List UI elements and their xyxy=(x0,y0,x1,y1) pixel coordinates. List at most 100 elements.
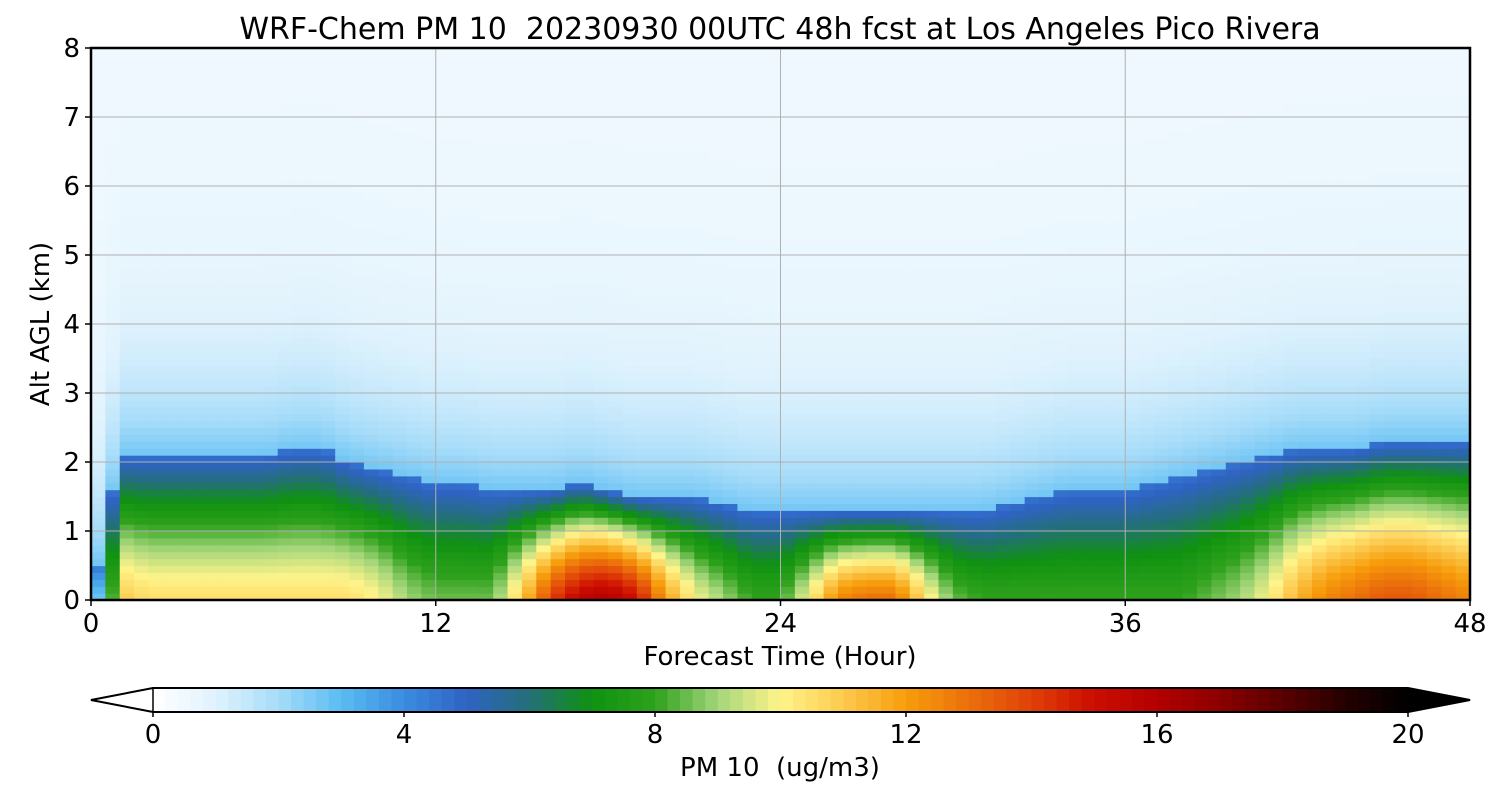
heat-cell xyxy=(478,179,494,187)
heat-cell xyxy=(852,186,868,194)
heat-cell xyxy=(651,282,667,291)
heat-cell xyxy=(565,213,580,222)
heat-cell xyxy=(938,413,954,422)
heat-cell xyxy=(593,413,609,422)
heat-cell xyxy=(119,282,135,291)
heat-cell xyxy=(521,324,537,332)
heat-cell xyxy=(191,268,207,277)
heat-cell xyxy=(608,310,624,318)
heat-cell xyxy=(622,537,638,546)
heat-cell xyxy=(579,358,595,366)
heat-cell xyxy=(220,434,236,442)
heat-cell xyxy=(220,482,236,491)
heat-cell xyxy=(507,317,523,325)
heat-cell xyxy=(679,206,695,215)
heat-cell xyxy=(91,406,106,415)
heat-cell xyxy=(277,586,293,594)
heat-cell xyxy=(550,158,566,166)
heat-cell xyxy=(435,275,451,284)
heat-cell xyxy=(378,123,394,132)
heat-cell xyxy=(780,206,796,215)
heat-cell xyxy=(263,586,279,594)
heat-cell xyxy=(565,482,580,491)
heat-cell xyxy=(91,123,106,132)
heat-cell xyxy=(464,144,480,153)
heat-cell xyxy=(708,241,724,249)
heat-cell xyxy=(249,475,264,484)
heat-cell xyxy=(780,248,796,256)
heat-cell xyxy=(708,248,724,256)
heat-cell xyxy=(565,234,580,242)
heat-cell xyxy=(234,351,250,360)
chart-title: WRF-Chem PM 10 20230930 00UTC 48h fcst a… xyxy=(239,12,1320,47)
heat-cell xyxy=(105,61,121,70)
heat-cell xyxy=(866,365,882,373)
heat-cell xyxy=(881,406,897,415)
heat-cell xyxy=(881,489,897,498)
heat-cell xyxy=(450,496,466,504)
heat-cell xyxy=(895,468,911,477)
heat-cell xyxy=(737,289,753,297)
heat-cell xyxy=(148,482,164,491)
heat-cell xyxy=(450,220,466,228)
heat-cell xyxy=(263,296,279,304)
heat-cell xyxy=(249,510,264,518)
heat-cell xyxy=(335,544,351,553)
heat-cell xyxy=(392,365,408,373)
heat-cell xyxy=(708,75,724,84)
heat-cell xyxy=(277,68,293,77)
heat-cell xyxy=(665,110,681,118)
heat-cell xyxy=(622,593,638,600)
heat-cell xyxy=(91,137,106,146)
heat-cell xyxy=(220,54,236,63)
heat-cell xyxy=(205,296,221,304)
heat-cell xyxy=(507,303,523,311)
heat-cell xyxy=(837,96,853,104)
heat-cell xyxy=(967,48,983,56)
heat-cell xyxy=(952,123,968,132)
heat-cell xyxy=(694,455,710,463)
heat-cell xyxy=(162,337,178,346)
heat-cell xyxy=(148,420,164,429)
heat-cell xyxy=(708,379,724,387)
heat-cell xyxy=(622,282,638,291)
heat-cell xyxy=(952,572,968,580)
heat-cell xyxy=(536,593,552,600)
heat-cell xyxy=(392,61,408,70)
heat-cell xyxy=(967,96,983,104)
heat-cell xyxy=(938,337,954,346)
heat-cell xyxy=(349,248,365,256)
heat-cell xyxy=(952,558,968,567)
heat-cell xyxy=(593,462,609,470)
heat-cell xyxy=(263,455,279,463)
heat-cell xyxy=(694,344,710,353)
heat-cell xyxy=(679,68,695,77)
heat-cell xyxy=(292,503,308,511)
heat-cell xyxy=(493,324,509,332)
heat-cell xyxy=(249,544,264,553)
heat-cell xyxy=(148,351,164,360)
heat-cell xyxy=(177,179,193,187)
heat-cell xyxy=(636,68,652,77)
heat-cell xyxy=(191,413,207,422)
heat-cell xyxy=(464,544,480,553)
heat-cell xyxy=(550,303,566,311)
heat-cell xyxy=(852,441,868,449)
heat-cell xyxy=(292,462,308,470)
heat-cell xyxy=(751,524,767,532)
heat-cell xyxy=(823,593,839,600)
heat-cell xyxy=(177,344,193,353)
heat-cell xyxy=(938,123,954,132)
heat-cell xyxy=(507,255,523,263)
heat-cell xyxy=(421,399,437,408)
heat-cell xyxy=(852,172,868,180)
heat-cell xyxy=(809,227,825,235)
heat-cell xyxy=(593,510,609,518)
heat-cell xyxy=(363,524,379,532)
heat-cell xyxy=(636,503,652,511)
heat-cell xyxy=(363,61,379,70)
heat-cell xyxy=(349,282,365,291)
heat-cell xyxy=(579,386,595,394)
heat-cell xyxy=(234,75,250,84)
heat-cell xyxy=(407,579,422,587)
